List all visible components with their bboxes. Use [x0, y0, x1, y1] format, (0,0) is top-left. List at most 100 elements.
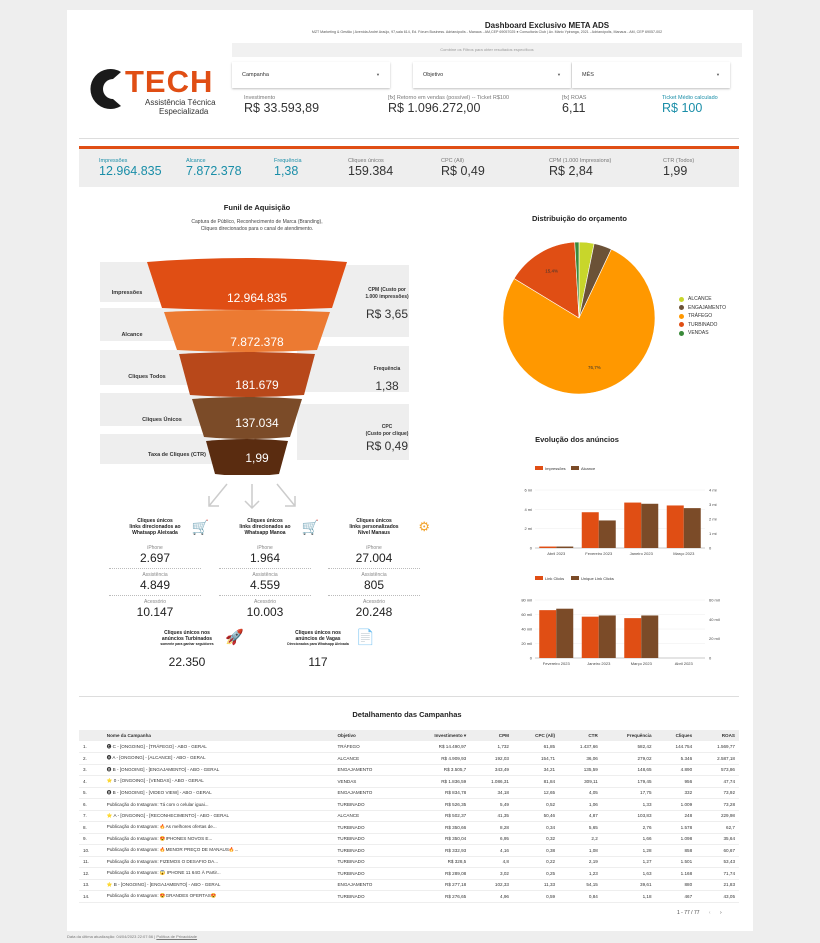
table-row[interactable]: 13. ⭐ B - [ONGOING] - [ENGAJAMENTO] - ABO… — [79, 879, 739, 891]
band-value: 1,38 — [274, 164, 299, 178]
band-ctr: CTR (Todos) 1,99 — [663, 158, 694, 178]
chevron-down-icon: ▼ — [557, 72, 561, 77]
table-cell: 573,86 — [696, 764, 739, 776]
legend-item[interactable]: TURBINADO — [679, 322, 726, 328]
table-cell: 43,05 — [696, 890, 739, 903]
bar[interactable] — [666, 505, 684, 548]
separator — [109, 595, 201, 596]
table-cell: 229,98 — [696, 810, 739, 822]
bar[interactable] — [598, 615, 616, 658]
table-row[interactable]: 14. Publicação do Instagram: 😍GRANDES OFE… — [79, 890, 739, 903]
table-row[interactable]: 8. Publicação do Instagram: 🔥As melhores … — [79, 821, 739, 834]
table-cell: ⭐ A - [ONGOING] - [RECONHECIMENTO] - ABO… — [102, 810, 334, 822]
table-row[interactable]: 10. Publicação do Instagram: 🔥MENOR PREÇO… — [79, 844, 739, 857]
table-cell: 858 — [655, 844, 697, 857]
x-tick: Fevereiro 2023 — [585, 551, 613, 556]
bar[interactable] — [581, 512, 599, 548]
funnel-subtitle-2: Cliques direcionados para o canal de ate… — [200, 226, 314, 232]
table-row[interactable]: 9. Publicação do Instagram: 😍IPHONES NOVO… — [79, 833, 739, 845]
group-title: Nível Manaus — [358, 530, 390, 536]
y-tick-left: 2 mi — [524, 526, 532, 531]
funnel-graphic — [147, 258, 347, 475]
band-frequencia: Frequência 1,38 — [274, 158, 302, 178]
kpi-value: R$ 33.593,89 — [244, 101, 320, 115]
legend-swatch — [571, 576, 579, 580]
legend-item[interactable]: ENGAJAMENTO — [679, 305, 726, 311]
table-row[interactable]: 3. 🅑 B - [ONGOING] - [ENGAJAMENTO] - ABO … — [79, 764, 739, 776]
pie-slice[interactable] — [513, 241, 580, 319]
legend-label: TURBINADO — [688, 321, 718, 328]
band-label: CTR (Todos) — [663, 158, 695, 164]
table-cell: R$ 289,08 — [404, 867, 471, 880]
table-row[interactable]: 4. ⭐ 0 - [ONGOING] - [VENDAS] - ABO - GER… — [79, 775, 739, 788]
bar[interactable] — [683, 508, 701, 548]
legend-item[interactable]: ALCANCE — [679, 296, 726, 302]
table-row[interactable]: 6. Publicação do Instagram: Tá com o celu… — [79, 798, 739, 811]
legend-swatch — [679, 322, 684, 328]
table-cell: 4. — [79, 775, 103, 788]
right-value: R$ 3,65 — [365, 307, 409, 321]
pie-slice[interactable] — [574, 241, 580, 319]
group-title: Cliques únicos — [356, 518, 392, 524]
funnel-value-3: 181.679 — [235, 378, 279, 392]
table-row[interactable]: 2. 🅐 A - [ONGOING] - [ALCANCE] - ABO - GE… — [79, 752, 739, 765]
kpi-label: [fx] ROAS — [562, 95, 587, 101]
table-cell: 53,43 — [696, 856, 739, 868]
y-tick-left: 0 — [530, 546, 533, 551]
legend-item[interactable]: VENDAS — [679, 330, 726, 336]
bar[interactable] — [641, 615, 659, 658]
table-row[interactable]: 7. ⭐ A - [ONGOING] - [RECONHECIMENTO] - A… — [79, 810, 739, 822]
table-row[interactable]: 11. Publicação do Instagram: FIZEMOS O DE… — [79, 856, 739, 868]
item-value: 27.004 — [355, 551, 393, 565]
bar[interactable] — [598, 520, 616, 548]
bar[interactable] — [641, 503, 659, 548]
campanha-dropdown[interactable]: Campanha ▼ — [232, 62, 390, 88]
table-cell: 467 — [655, 890, 697, 903]
table-row[interactable]: 1. 🅒 C - [ONGOING] - [TRÁFEGO] - ABO - GE… — [79, 741, 739, 753]
right-value: 1,38 — [375, 379, 399, 393]
table-cell: R$ 350,66 — [404, 821, 471, 834]
table-title: Detalhamento das Campanhas — [352, 710, 462, 719]
table-cell: 54,15 — [559, 879, 602, 891]
table-cell: 1,06 — [559, 798, 602, 811]
bar[interactable] — [539, 610, 557, 658]
table-row[interactable]: 12. Publicação do Instagram: 😱 IPHONE 11 … — [79, 867, 739, 880]
table-cell: 148,65 — [601, 764, 656, 776]
table-cell: 🅑 B - [ONGOING] - [VIDEO VIEW] - ABO - G… — [102, 787, 334, 799]
table-cell: Publicação do Instagram: 😍GRANDES OFERTA… — [102, 890, 334, 903]
table-cell: R$ 4.909,93 — [404, 752, 471, 765]
table-cell: Publicação do Instagram: 🔥MENOR PREÇO DE… — [102, 844, 334, 857]
table-cell: TURBINADO — [333, 856, 405, 868]
table-cell: 62,7 — [696, 821, 739, 834]
table-cell: 1,27 — [601, 856, 656, 868]
bar[interactable] — [556, 608, 574, 658]
band-label: Cliques únicos — [348, 158, 384, 164]
table-cell: 1.098 — [655, 833, 697, 845]
y-tick-right: 20 mil — [709, 636, 720, 641]
table-cell: 103,83 — [601, 810, 656, 822]
bar[interactable] — [624, 502, 642, 548]
bar[interactable] — [581, 616, 599, 658]
next-page-icon[interactable]: › — [719, 910, 722, 916]
mes-dropdown[interactable]: MÊS ▼ — [572, 62, 730, 88]
pie-slice[interactable] — [502, 248, 656, 395]
table-cell: 36,06 — [559, 752, 602, 765]
table-cell: Publicação do Instagram: 😍IPHONES NOVOS … — [102, 833, 334, 845]
y-tick-right: 40 mil — [709, 617, 720, 622]
funnel-right-cpm: CPM (Custo por 1.000 impressões) R$ 3,65 — [347, 287, 427, 321]
column-header[interactable]: Investimento ▾ — [404, 730, 471, 741]
objetivo-dropdown[interactable]: Objetivo ▼ — [413, 62, 571, 88]
band-alcance: Alcance 7.872.378 — [186, 158, 242, 178]
prev-page-icon[interactable]: ‹ — [708, 910, 711, 916]
column-header: Frequência — [601, 730, 656, 741]
band-value: 12.964.835 — [99, 164, 162, 178]
legend-item[interactable]: TRÁFEGO — [679, 313, 726, 319]
privacy-link[interactable]: Política de Privacidade — [156, 934, 198, 939]
bar[interactable] — [624, 618, 642, 658]
bar[interactable] — [556, 546, 574, 548]
table-row[interactable]: 5. 🅑 B - [ONGOING] - [VIDEO VIEW] - ABO -… — [79, 787, 739, 799]
y-tick-right: 4 mi — [709, 488, 717, 493]
table-cell: 1,732 — [470, 741, 513, 753]
table-cell: 6,95 — [470, 833, 513, 845]
bar[interactable] — [539, 546, 557, 548]
